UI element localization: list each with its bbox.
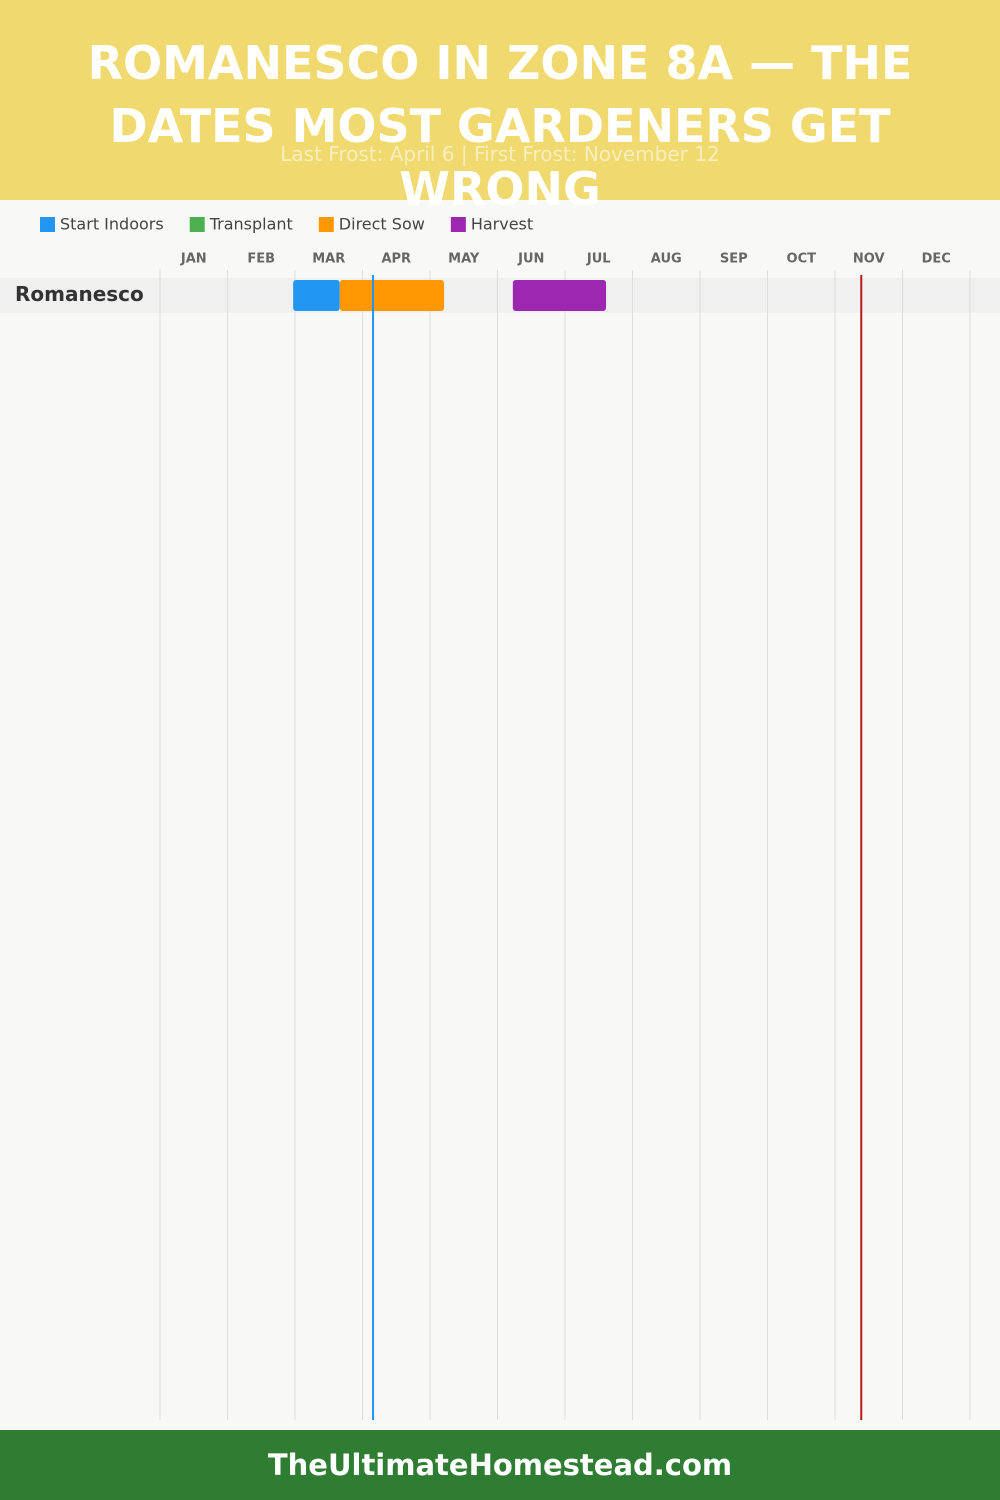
month-label: APR [381,252,411,267]
month-label: NOV [853,252,885,267]
month-label: DEC [922,252,951,267]
month-label: MAR [312,252,345,267]
month-label: JAN [180,252,207,267]
legend-label: Direct Sow [339,215,425,234]
legend-swatch [318,217,334,232]
legend-label: Start Indoors [60,215,164,234]
month-label: MAY [448,252,480,267]
month-label: JUL [586,252,611,267]
month-label: SEP [720,252,748,267]
chart: Start Indoors Transplant Direct Sow Harvest… [0,215,1000,1420]
task-bar [512,280,607,311]
month-label: FEB [247,252,275,267]
month-label: AUG [651,252,682,267]
header [0,0,1000,200]
chart-subtitle: Last Frost: April 6 | First Frost: Novem… [280,142,720,166]
month-label: OCT [787,252,817,267]
month-label: JUN [517,252,544,267]
footer: TheUltimateHomestead.com [0,1430,1000,1500]
legend-label: Harvest [471,215,533,234]
row-label: Romanesco [15,282,144,306]
chart-title: ROMANESCO IN ZONE 8A — THE DATES MOST GA… [87,36,913,216]
legend-swatch [40,217,55,232]
legend-swatch [450,217,466,232]
task-bar [339,280,445,311]
legend-swatch [189,217,205,232]
task-bar [293,280,340,311]
legend-label: Transplant [209,215,293,234]
row-band [0,278,1000,313]
